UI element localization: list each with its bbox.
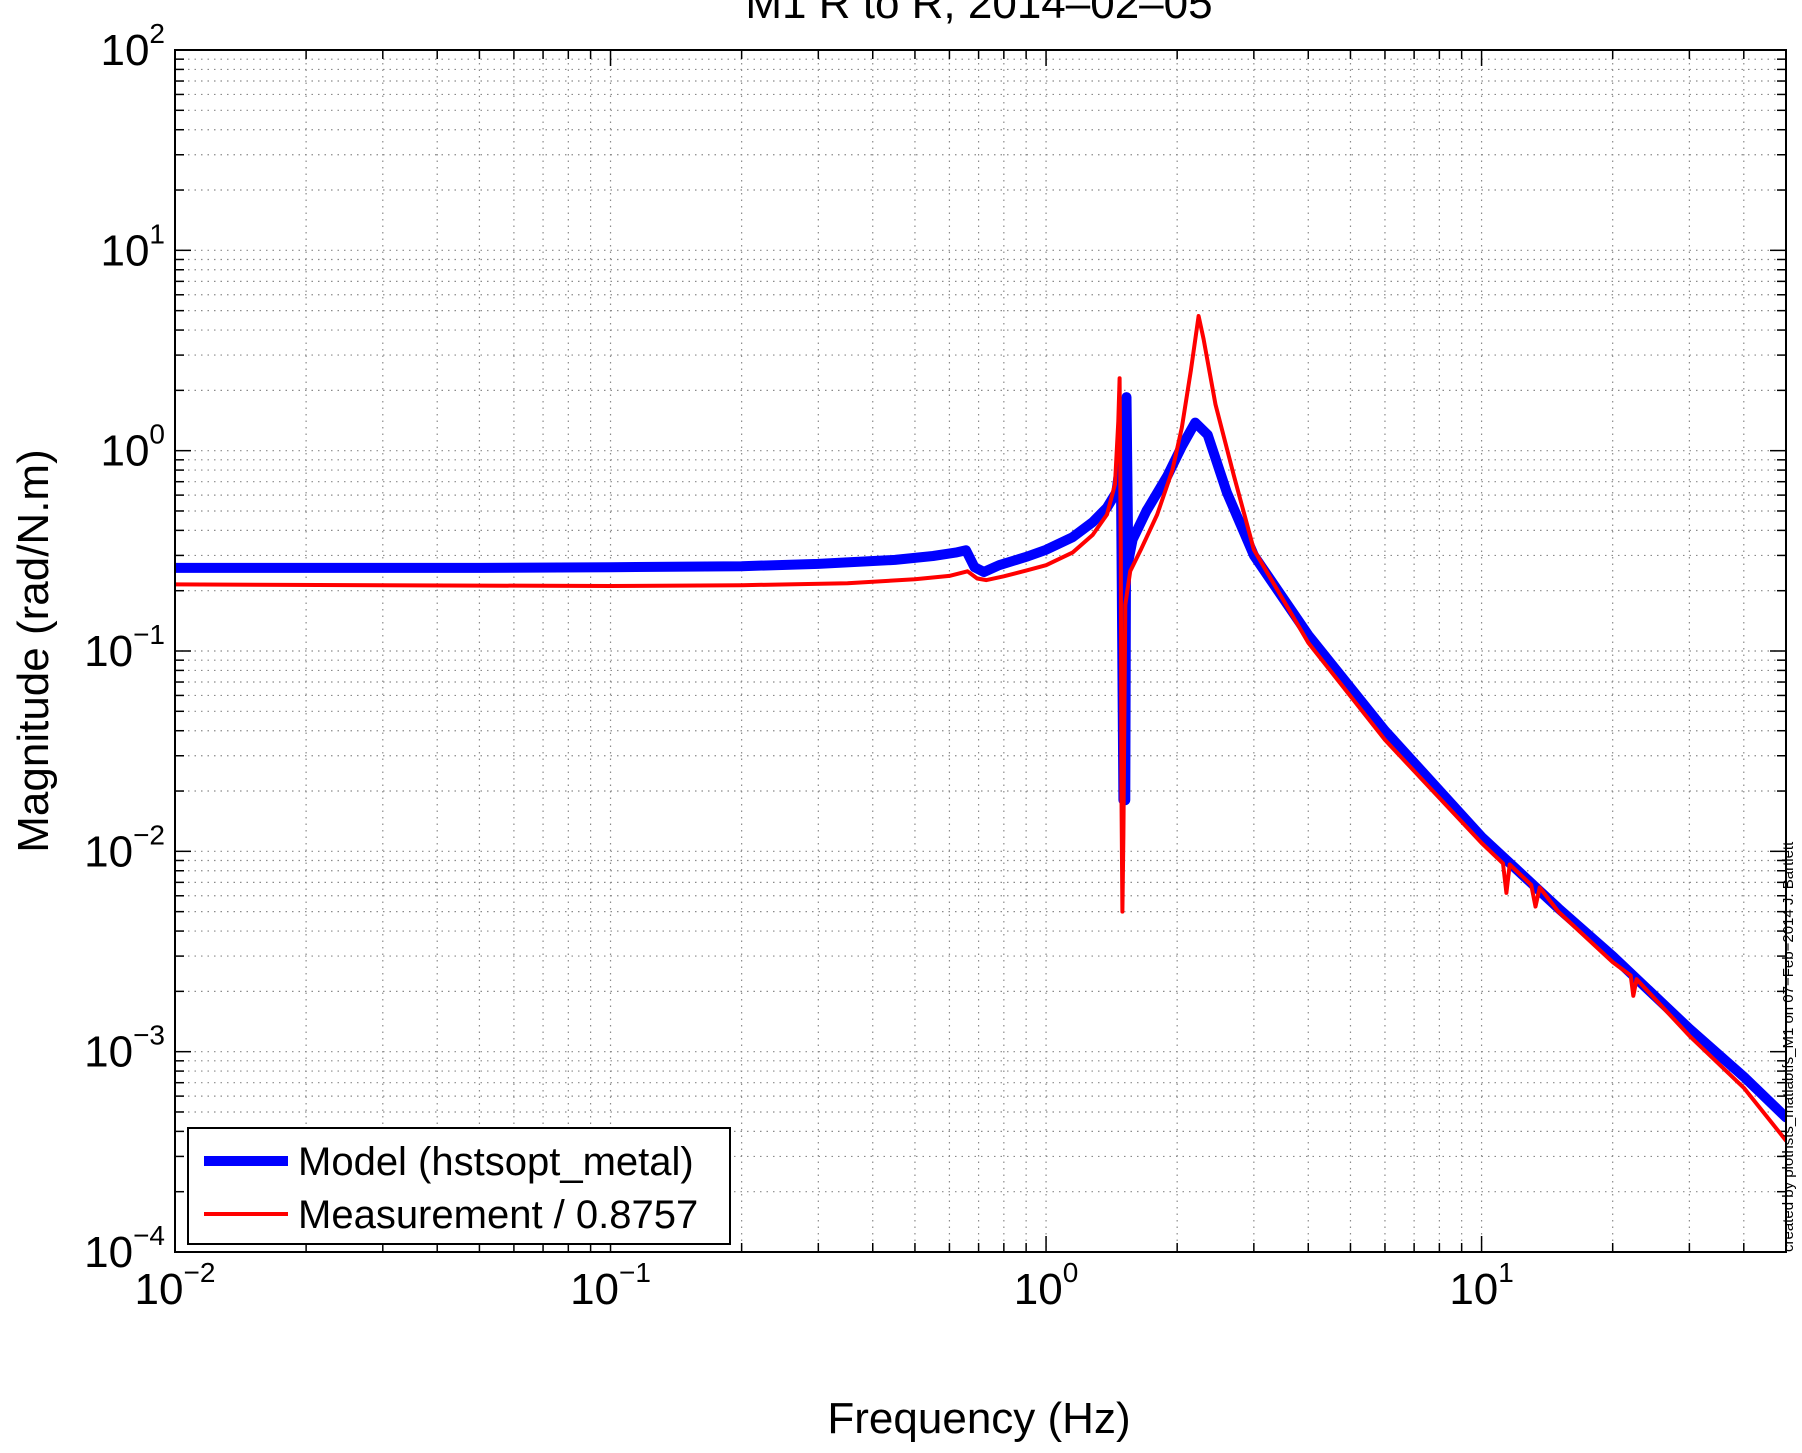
x-tick-label: 101 [1449,1257,1514,1314]
plot-area [175,50,1786,1252]
x-tick-label: 10−2 [135,1257,216,1314]
legend-box [187,1127,731,1245]
y-axis-title: Magnitude (rad/N.m) [9,449,58,852]
y-tick-label: 10−2 [84,819,165,876]
x-tick-label: 100 [1014,1257,1079,1314]
axis-ticks [174,49,1787,1253]
y-tick-labels: 102 101 100 10−1 10−2 10−3 10−4 [84,18,165,1277]
series-line-measurement [175,314,1786,1143]
x-tick-labels: 10−2 10−1 100 101 [135,1257,1514,1314]
y-tick-label: 101 [100,218,165,275]
x-axis-title: Frequency (Hz) [827,1394,1130,1443]
legend-label-model: Model (hstsopt_metal) [298,1140,694,1184]
plot-frame [174,49,1787,1253]
y-tick-label: 10−3 [84,1020,165,1077]
y-tick-label: 100 [100,419,165,476]
chart-title: M1 R to R, 2014–02–05 [745,0,1212,28]
x-tick-label: 10−1 [570,1257,651,1314]
y-tick-label: 10−1 [84,619,165,676]
legend: Model (hstsopt_metal) Measurement / 0.87… [187,1127,731,1245]
y-tick-label: 10−4 [84,1220,165,1277]
credit-annotation: created by plothsts_matlabtfs_M1 on 07−F… [1780,841,1797,1252]
legend-label-measurement: Measurement / 0.8757 [298,1193,698,1237]
y-tick-label: 102 [100,18,165,75]
